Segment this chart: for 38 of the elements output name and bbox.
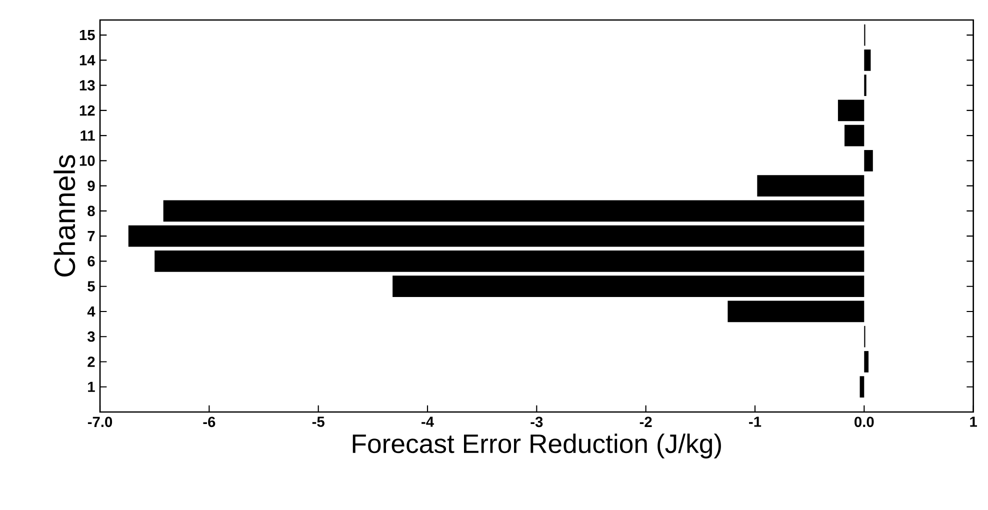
y-tick-label: 11: [80, 130, 95, 141]
y-axis-title: Channels: [54, 155, 76, 276]
x-tick-label: -3: [530, 416, 543, 428]
x-tick-label: -5: [312, 416, 324, 427]
bar: [163, 200, 864, 222]
x-tick-label: 0.0: [854, 416, 874, 428]
y-tick-label: 12: [80, 105, 95, 116]
bar: [728, 300, 864, 322]
y-tick-label: 8: [88, 206, 95, 216]
x-axis-title: Forecast Error Reduction (J/kg): [352, 434, 721, 458]
y-tick-label: 13: [80, 80, 95, 91]
bar: [838, 100, 864, 122]
y-tick-label: 1: [88, 382, 95, 392]
y-tick-label: 6: [88, 256, 95, 266]
y-tick-label: 3: [87, 331, 95, 342]
x-tick-label: -6: [203, 416, 216, 428]
bar: [864, 50, 871, 71]
y-tick-label: 7: [88, 231, 95, 242]
bar: [392, 276, 864, 298]
bar: [844, 124, 864, 146]
x-tick-label: -2: [640, 416, 652, 427]
bar: [864, 351, 869, 372]
y-tick-label: 10: [80, 156, 95, 166]
x-tick-label: -4: [422, 416, 434, 427]
bar: [864, 150, 873, 172]
bar: [757, 175, 864, 197]
bar: [128, 225, 864, 247]
y-tick-label: 15: [80, 30, 95, 40]
bar: [860, 376, 864, 398]
y-tick-label: 4: [87, 306, 96, 317]
bar: [154, 250, 864, 272]
y-tick-label: 2: [88, 356, 95, 367]
y-tick-label: 9: [88, 180, 95, 192]
y-tick-label: 5: [88, 281, 95, 292]
y-tick-label: 14: [80, 55, 96, 66]
x-tick-label: -1: [749, 416, 762, 427]
x-tick-label: 1: [970, 416, 977, 427]
x-tick-label: -7.0: [88, 416, 112, 428]
